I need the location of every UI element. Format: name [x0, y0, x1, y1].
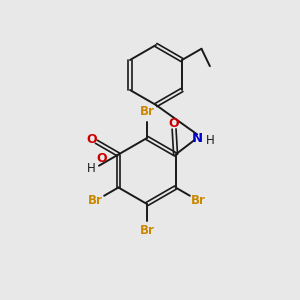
- Text: O: O: [97, 152, 107, 165]
- Text: Br: Br: [191, 194, 206, 207]
- Text: H: H: [87, 162, 96, 175]
- Text: O: O: [169, 116, 179, 130]
- Text: H: H: [206, 134, 214, 147]
- Text: N: N: [192, 131, 203, 145]
- Text: O: O: [86, 133, 97, 146]
- Text: Br: Br: [140, 105, 154, 118]
- Text: Br: Br: [140, 224, 154, 237]
- Text: Br: Br: [88, 194, 103, 207]
